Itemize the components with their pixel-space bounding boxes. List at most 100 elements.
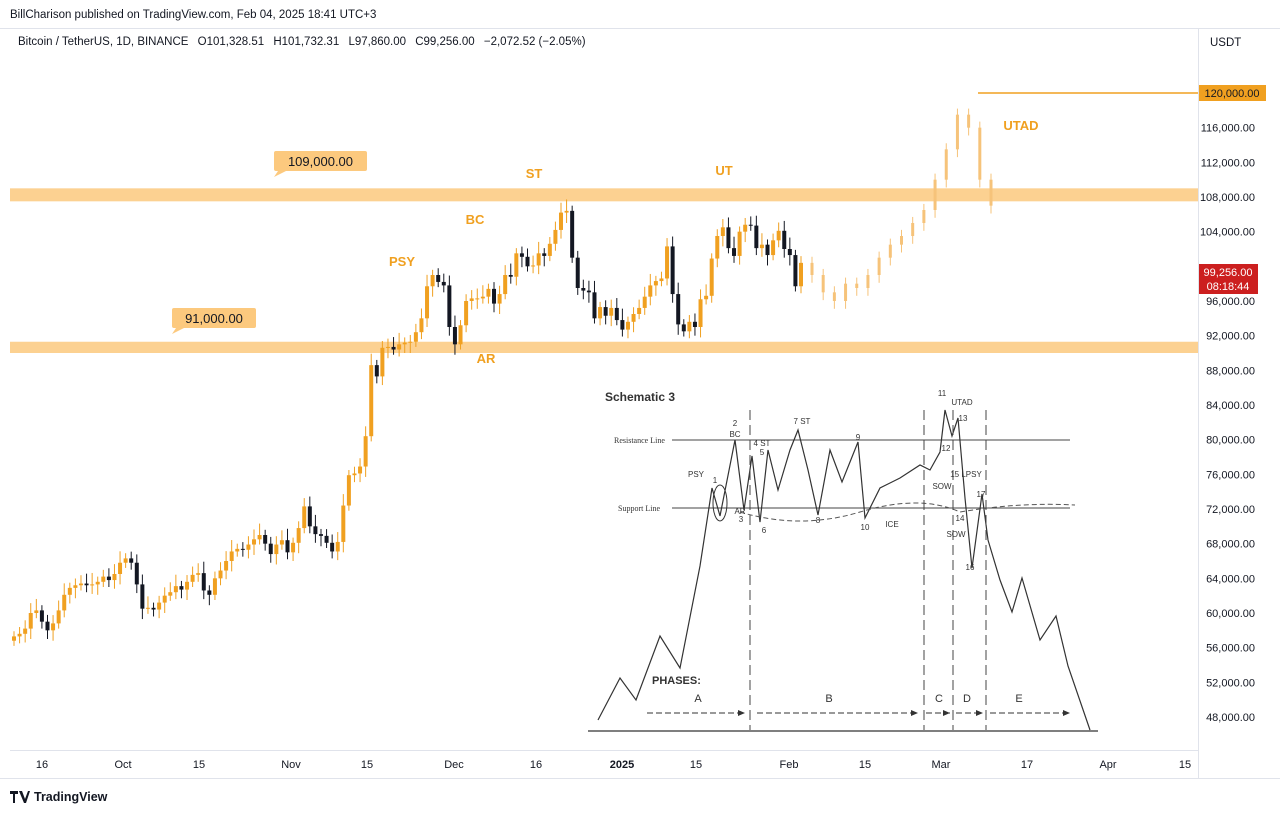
time-tick-label: Nov	[281, 759, 301, 771]
candle-body	[653, 281, 658, 286]
candle-body	[732, 248, 737, 256]
candle-body	[391, 346, 396, 350]
candle-body	[598, 307, 603, 319]
schematic-annotation: 5	[760, 448, 765, 457]
zone-price-label: 109,000.00	[288, 154, 353, 169]
symbol-name[interactable]: Bitcoin / TetherUS, 1D, BINANCE	[18, 36, 189, 48]
candle-body	[397, 344, 402, 350]
ohlc-high: H101,732.31	[273, 36, 340, 48]
candle-body	[609, 307, 614, 316]
candle-body	[363, 436, 368, 467]
candle-body	[240, 548, 245, 550]
time-tick-label: 16	[530, 759, 542, 771]
schematic-annotation: 2	[733, 419, 738, 428]
candle-body	[23, 628, 28, 634]
candle-body	[318, 534, 323, 536]
candle-body	[12, 636, 16, 641]
candle-body	[45, 621, 50, 631]
target-price-tag-label: 120,000.00	[1204, 88, 1259, 100]
ohlc-change: −2,072.52 (−2.05%)	[483, 36, 586, 48]
candle-body	[296, 528, 301, 543]
candle-body	[631, 314, 636, 322]
candle-body	[285, 540, 290, 553]
time-tick-label: 15	[1179, 759, 1191, 771]
price-tick-label: 48,000.00	[1206, 712, 1255, 724]
schematic-phase-arrowhead	[976, 710, 983, 716]
price-tick-label: 112,000.00	[1201, 157, 1255, 169]
candle-body	[469, 298, 474, 301]
price-tick-label: 76,000.00	[1206, 469, 1255, 481]
candle-body	[480, 296, 485, 299]
candle-body	[207, 590, 212, 595]
candle-body	[358, 466, 363, 474]
candle-body	[90, 584, 95, 586]
candle-body	[263, 535, 268, 544]
schematic-phases-title: PHASES:	[652, 675, 701, 687]
candle-body	[676, 294, 681, 325]
candle-body	[447, 285, 452, 327]
projection-candle	[911, 223, 915, 236]
candle-body	[291, 542, 296, 553]
candle-body	[759, 244, 764, 249]
candle-body	[413, 332, 418, 342]
projection-candle	[978, 127, 982, 180]
candle-body	[508, 275, 513, 277]
candle-body	[268, 543, 273, 555]
candle-body	[497, 294, 502, 304]
candle-body	[346, 475, 351, 506]
candle-body	[173, 586, 178, 593]
currency-selector[interactable]: USDT	[1210, 37, 1242, 49]
projection-candle	[967, 114, 971, 128]
candle-body	[134, 562, 139, 585]
schematic-circle-marker	[712, 484, 728, 522]
candle-body	[525, 256, 530, 267]
candle-body	[648, 285, 653, 297]
candle-body	[28, 613, 33, 629]
schematic-phase-arrowhead	[1063, 710, 1070, 716]
candle-body	[547, 243, 552, 256]
candle-body	[704, 295, 709, 300]
publisher-line: BillCharison published on TradingView.co…	[10, 9, 377, 21]
candle-body	[542, 253, 547, 256]
last-price-label: 99,256.00	[1204, 267, 1253, 279]
price-tick-label: 52,000.00	[1206, 677, 1255, 689]
time-tick-label: 15	[859, 759, 871, 771]
schematic-phase-arrowhead	[738, 710, 745, 716]
candle-body	[575, 257, 580, 288]
schematic-annotation: 6	[762, 526, 767, 535]
tradingview-logo[interactable]: TradingView	[10, 790, 107, 804]
price-tick-label: 96,000.00	[1206, 296, 1255, 308]
zone-price-label-box	[172, 308, 256, 328]
symbol-info[interactable]: Bitcoin / TetherUS, 1D, BINANCE O101,328…	[18, 36, 592, 48]
candle-body	[743, 224, 748, 232]
schematic-annotation: 14	[956, 514, 965, 523]
projection-candle	[955, 114, 959, 150]
candle-body	[402, 342, 407, 345]
time-tick-label: 16	[36, 759, 48, 771]
candle-body	[235, 548, 240, 552]
candle-body	[112, 574, 117, 581]
candle-body	[162, 595, 167, 603]
candle-body	[274, 544, 279, 555]
candle-body	[118, 562, 123, 574]
candle-body	[330, 542, 335, 552]
schematic-annotation: 16	[966, 563, 975, 572]
candle-body	[687, 321, 692, 332]
candle-body	[793, 255, 798, 287]
schematic-annotation: 3	[739, 515, 744, 524]
schematic-annotation: AR	[734, 507, 745, 516]
projection-candle	[855, 283, 859, 288]
time-tick-label: 2025	[610, 759, 634, 771]
candle-body	[67, 587, 72, 595]
candle-body	[218, 570, 223, 579]
candle-body	[519, 253, 524, 257]
zone-price-label: 91,000.00	[185, 311, 243, 326]
schematic-annotation: SOW	[932, 482, 952, 491]
time-tick-label: Mar	[932, 759, 951, 771]
candle-body	[73, 585, 78, 588]
target-price-tag	[1199, 85, 1266, 101]
ohlc-open: O101,328.51	[197, 36, 265, 48]
candle-body	[458, 325, 463, 345]
candle-body	[558, 212, 563, 230]
